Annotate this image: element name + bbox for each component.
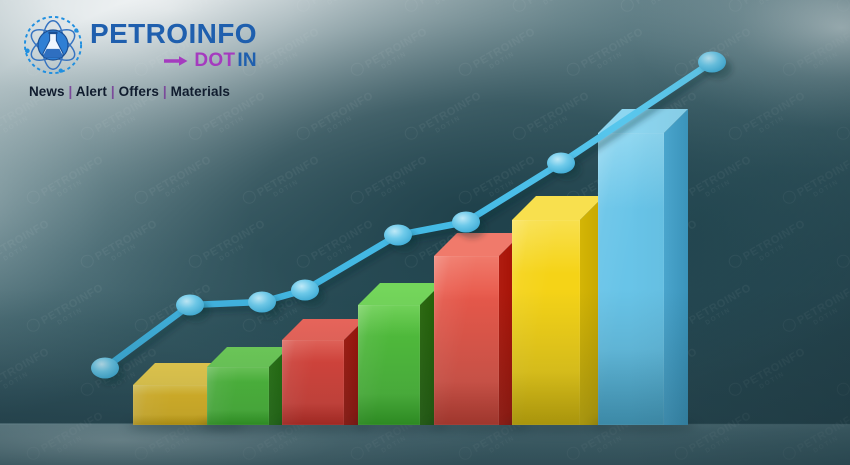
- tagline-item-materials: Materials: [170, 84, 231, 99]
- brand-logo[interactable]: PETROINFO DOT IN News | Alert | Offers | …: [22, 14, 257, 102]
- bar-1-front-face: [133, 385, 216, 425]
- floor-surface: [0, 424, 850, 465]
- bar-2-front-face: [207, 367, 269, 425]
- tagline-item-news: News: [28, 84, 65, 99]
- atom-flask-icon: [23, 15, 83, 75]
- tagline-item-alert: Alert: [75, 84, 107, 99]
- tagline-separator-3: |: [162, 84, 167, 99]
- arrow-right-icon: [164, 55, 188, 66]
- brand-name-in: IN: [237, 50, 257, 71]
- tagline-item-offers: Offers: [118, 84, 159, 99]
- brand-name-dot: DOT: [194, 50, 236, 71]
- floor-sheen: [0, 424, 850, 465]
- tagline-separator-2: |: [110, 84, 115, 99]
- tagline-separator-1: |: [68, 84, 73, 99]
- brand-name: PETROINFO: [90, 18, 257, 49]
- brand-tagline: News | Alert | Offers | Materials: [22, 84, 237, 99]
